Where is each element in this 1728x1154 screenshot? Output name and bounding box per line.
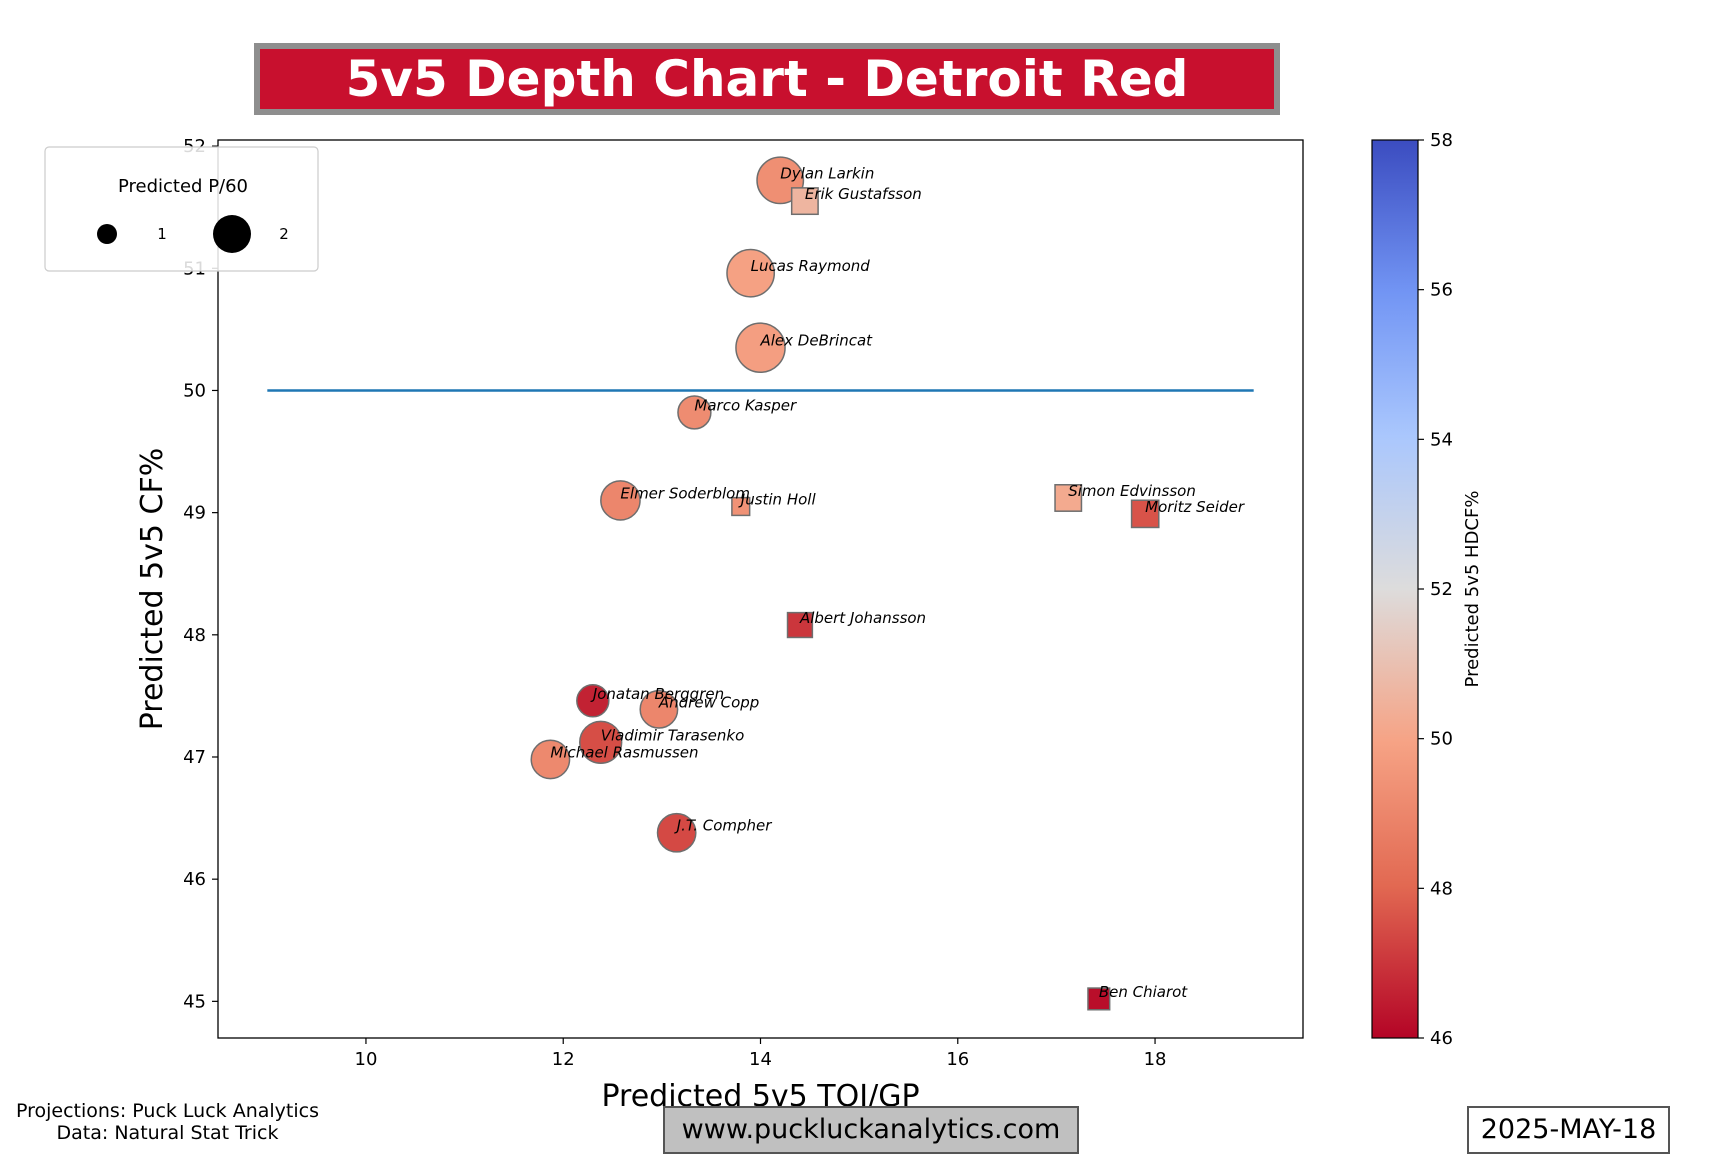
colorbar-label: Predicted 5v5 HDCF% xyxy=(1462,491,1483,688)
forward-point xyxy=(576,684,610,718)
website-label: www.puckluckanalytics.com xyxy=(663,1106,1079,1154)
defense-point xyxy=(731,496,751,517)
y-axis-label: Predicted 5v5 CF% xyxy=(135,448,170,731)
size-legend-title: Predicted P/60 xyxy=(118,176,248,197)
size-legend-label: 1 xyxy=(157,225,167,243)
size-legend-box xyxy=(44,146,319,272)
data-source-credit: Data: Natural Stat Trick xyxy=(56,1122,279,1144)
forward-point xyxy=(726,248,776,298)
player-label: Erik Gustafsson xyxy=(805,185,922,203)
y-tick-label: 50 xyxy=(183,380,206,401)
colorbar-tick-label: 58 xyxy=(1430,130,1453,151)
player-label: Jonatan Berggren xyxy=(590,685,724,703)
forward-point xyxy=(677,395,712,430)
forward-point xyxy=(530,739,571,780)
y-tick-label: 49 xyxy=(183,503,206,524)
x-tick-label: 18 xyxy=(1144,1049,1167,1070)
player-label: Ben Chiarot xyxy=(1099,983,1188,1001)
player-label: Alex DeBrincat xyxy=(760,332,874,350)
forward-point xyxy=(639,689,679,729)
y-tick-label: 45 xyxy=(183,991,206,1012)
size-legend-marker xyxy=(213,215,251,253)
forward-point xyxy=(656,812,697,853)
player-label: Dylan Larkin xyxy=(780,164,874,182)
colorbar-tick-label: 48 xyxy=(1430,878,1453,899)
player-label: Elmer Soderblom xyxy=(620,484,750,502)
chart-title: 5v5 Depth Chart - Detroit Red Wings xyxy=(254,43,1280,168)
defense-point xyxy=(1087,987,1111,1011)
player-label: Albert Johansson xyxy=(799,609,926,627)
colorbar-tick-label: 50 xyxy=(1430,729,1453,750)
forward-point xyxy=(600,480,641,521)
player-label: Marco Kasper xyxy=(694,396,797,414)
y-tick-label: 47 xyxy=(183,747,206,768)
colorbar-tick-label: 46 xyxy=(1430,1028,1453,1049)
footer-credits: Projections: Puck Luck Analytics Data: N… xyxy=(0,1100,335,1144)
player-label: Vladimir Tarasenko xyxy=(601,726,745,744)
size-legend-label: 2 xyxy=(279,225,289,243)
defense-point xyxy=(790,187,819,216)
player-label: Justin Holl xyxy=(738,491,817,509)
colorbar-tick-label: 54 xyxy=(1430,429,1453,450)
player-label: Michael Rasmussen xyxy=(550,743,698,761)
projections-credit: Projections: Puck Luck Analytics xyxy=(15,1100,319,1122)
defense-point xyxy=(786,611,814,639)
x-tick-label: 16 xyxy=(946,1049,969,1070)
forward-point xyxy=(579,720,623,765)
colorbar-tick-label: 52 xyxy=(1430,579,1453,600)
date-badge: 2025-MAY-18 xyxy=(1467,1106,1670,1154)
player-label: Lucas Raymond xyxy=(751,257,871,275)
defense-point xyxy=(1054,484,1083,512)
x-tick-label: 14 xyxy=(749,1049,772,1070)
player-label: Andrew Copp xyxy=(658,693,759,711)
player-label: J.T. Compher xyxy=(674,817,773,835)
x-tick-label: 10 xyxy=(355,1049,378,1070)
player-label: Simon Edvinsson xyxy=(1068,482,1196,500)
colorbar-tick-label: 56 xyxy=(1430,280,1453,301)
forward-point xyxy=(735,322,786,374)
size-legend-marker xyxy=(97,224,117,244)
colorbar xyxy=(1371,139,1419,1039)
x-tick-label: 12 xyxy=(552,1049,575,1070)
y-tick-label: 46 xyxy=(183,869,206,890)
player-label: Moritz Seider xyxy=(1145,498,1245,516)
y-tick-label: 48 xyxy=(183,625,206,646)
defense-point xyxy=(1130,499,1160,529)
